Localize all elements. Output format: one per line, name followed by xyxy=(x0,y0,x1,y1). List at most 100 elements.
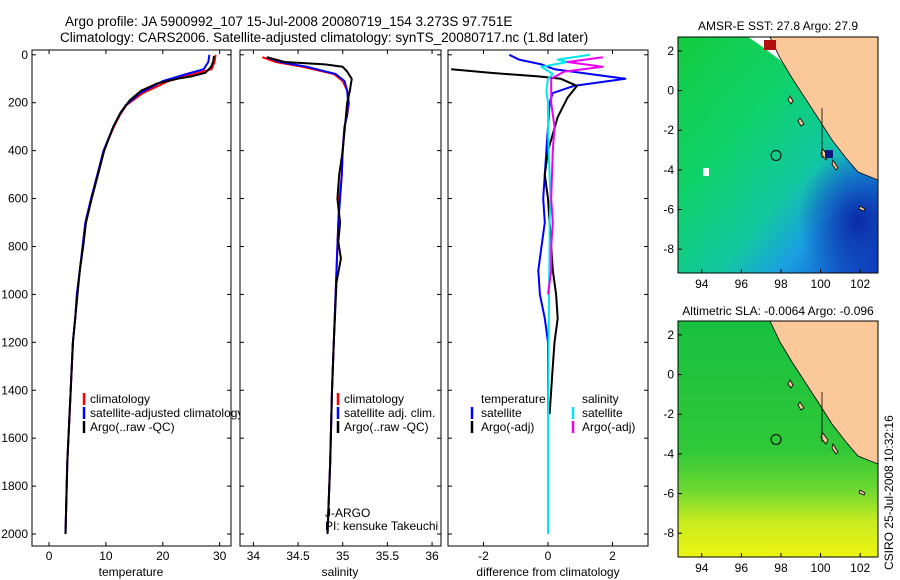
y-tick-label: -8 xyxy=(663,242,674,256)
temperature-series-layer xyxy=(64,54,217,535)
y-tick-label: -6 xyxy=(663,203,674,217)
depth-axis: 0 200 400 600 800 1000 1200 1400 1600 1800 2000 xyxy=(1,48,28,541)
islands xyxy=(787,379,866,496)
x-tick-label: 96 xyxy=(735,561,749,575)
salinity-series-layer xyxy=(261,56,353,535)
salinity-annotation-program: J-ARGO xyxy=(325,506,370,520)
x-tick-label: 36 xyxy=(425,549,439,563)
header-line-1: Argo profile: JA 5900992_107 15-Jul-2008… xyxy=(65,14,512,29)
x-tick-label: 35 xyxy=(336,549,350,563)
y-tick-label: 1400 xyxy=(1,383,28,397)
x-tick-label: 0 xyxy=(545,549,552,563)
y-tick-label: -4 xyxy=(663,163,674,177)
temperature-axes-frame xyxy=(31,49,232,547)
y-tick-label: 1000 xyxy=(1,287,28,301)
sst-map-ticks: 94 96 98 100 102 2 0 -2 -4 -6 -8 xyxy=(663,44,870,291)
salinity-annotation-pi: PI: kensuke Takeuchi xyxy=(325,519,438,533)
y-tick-label: 1600 xyxy=(1,431,28,445)
y-tick-label: 2 xyxy=(667,328,674,342)
series-line-cyan xyxy=(540,53,591,534)
difference-legend-salinity: salinity satellite Argo(-adj) xyxy=(571,392,635,434)
y-tick-label: -2 xyxy=(663,123,674,137)
y-tick-label: 2000 xyxy=(1,527,28,541)
land-sumatra xyxy=(769,321,878,465)
y-tick-label: 0 xyxy=(667,84,674,98)
salinity-xlabel: salinity xyxy=(322,565,359,579)
legend-label: climatology xyxy=(90,392,150,406)
x-tick-label: 30 xyxy=(213,549,227,563)
salinity-x-ticks: 34 34.5 35 35.5 36 xyxy=(240,50,441,563)
sla-map-frame xyxy=(677,320,879,558)
y-tick-label: 1800 xyxy=(1,479,28,493)
x-tick-label: -2 xyxy=(478,549,489,563)
salinity-axes-frame xyxy=(239,49,442,547)
x-tick-label: 94 xyxy=(695,561,709,575)
difference-xlabel: difference from climatology xyxy=(476,565,619,579)
y-tick-label: 200 xyxy=(8,96,28,110)
difference-x-ticks: -2 0 2 xyxy=(448,50,648,563)
legend-label: Argo(..raw -QC) xyxy=(344,420,429,434)
x-tick-label: 94 xyxy=(695,277,709,291)
temperature-panel: 0 10 20 30 temperature climatology satellit… xyxy=(31,49,243,579)
legend-label: satellite-adjusted climatology xyxy=(90,406,243,420)
salinity-panel: 34 34.5 35 35.5 36 salinity climatology sate… xyxy=(239,49,442,579)
legend-label: Argo(-adj) xyxy=(481,420,534,434)
legend-label: satellite xyxy=(582,406,623,420)
x-tick-label: 98 xyxy=(774,277,788,291)
sst-map-frame xyxy=(677,36,879,274)
legend-heading: temperature xyxy=(481,392,546,406)
temperature-x-ticks: 0 10 20 30 xyxy=(32,50,231,563)
y-tick-label: -6 xyxy=(663,487,674,501)
difference-legend-temperature: temperature satellite Argo(-adj) xyxy=(470,392,546,434)
sla-map-ticks: 94 96 98 100 102 2 0 -2 -4 -6 -8 xyxy=(663,328,870,575)
legend-label: Argo(-adj) xyxy=(582,420,635,434)
side-timestamp: CSIRO 25-Jul-2008 10:32:16 xyxy=(882,415,896,570)
y-tick-label: 400 xyxy=(8,144,28,158)
salinity-legend: climatology satellite adj. clim. Argo(..… xyxy=(336,392,435,434)
legend-heading: salinity xyxy=(582,392,619,406)
series-line-black xyxy=(266,56,353,535)
series-line-black xyxy=(451,68,578,415)
legend-label: satellite xyxy=(481,406,522,420)
islands xyxy=(787,95,866,212)
y-tick-label: 800 xyxy=(8,239,28,253)
sst-map-panel: AMSR-E SST: 27.8 Argo: 27.9 94 96 98 100 102… xyxy=(663,19,879,291)
x-tick-label: 102 xyxy=(850,561,870,575)
series-line-magenta xyxy=(547,56,604,295)
y-tick-label: -4 xyxy=(663,447,674,461)
difference-panel: -2 0 2 difference from climatology tempera… xyxy=(447,49,649,579)
y-tick-label: 600 xyxy=(8,192,28,206)
x-tick-label: 20 xyxy=(156,549,170,563)
temperature-xlabel: temperature xyxy=(99,565,164,579)
x-tick-label: 102 xyxy=(850,277,870,291)
sla-map-panel: Altimetric SLA: -0.0064 Argo: -0.096 94 9… xyxy=(663,304,879,575)
y-tick-label: 0 xyxy=(21,48,28,62)
argo-position-marker xyxy=(770,433,782,445)
x-tick-label: 2 xyxy=(609,549,616,563)
y-tick-label: -2 xyxy=(663,407,674,421)
argo-position-marker xyxy=(770,149,782,161)
y-tick-label: 0 xyxy=(667,368,674,382)
x-tick-label: 96 xyxy=(735,277,749,291)
y-tick-label: 2 xyxy=(667,44,674,58)
header-line-2: Climatology: CARS2006. Satellite-adjuste… xyxy=(60,30,588,45)
argo-pixel xyxy=(825,150,833,158)
x-tick-label: 10 xyxy=(99,549,113,563)
difference-series-layer xyxy=(451,53,627,534)
land-sumatra xyxy=(769,37,878,181)
sst-warm-pixel xyxy=(764,40,776,50)
x-tick-label: 34.5 xyxy=(286,549,310,563)
y-tick-label: 1200 xyxy=(1,335,28,349)
sst-missing-pixel xyxy=(703,168,709,176)
x-tick-label: 100 xyxy=(811,561,831,575)
temperature-legend: climatology satellite-adjusted climatolo… xyxy=(82,392,243,434)
x-tick-label: 34 xyxy=(247,549,261,563)
sst-map-field xyxy=(678,37,878,273)
legend-label: satellite adj. clim. xyxy=(344,406,435,420)
series-line-black xyxy=(64,55,215,535)
x-tick-label: 100 xyxy=(811,277,831,291)
sla-map-field xyxy=(678,321,878,557)
y-tick-label: -8 xyxy=(663,526,674,540)
x-tick-label: 98 xyxy=(774,561,788,575)
